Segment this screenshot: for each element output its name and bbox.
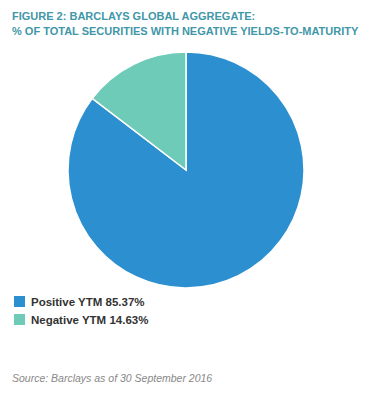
- subtitle: % OF TOTAL SECURITIES WITH NEGATIVE YIEL…: [12, 25, 359, 37]
- pie-slice: [92, 52, 186, 170]
- legend-label: Positive YTM 85.37%: [31, 296, 145, 308]
- source-note: Source: Barclays as of 30 September 2016: [12, 372, 212, 384]
- legend-label: Negative YTM 14.63%: [31, 314, 148, 326]
- legend-swatch: [14, 296, 25, 307]
- pie: [68, 52, 304, 288]
- legend-swatch: [14, 314, 25, 325]
- chart: FIGURE 2: BARCLAYS GLOBAL AGGREGATE: % OF…: [0, 0, 372, 397]
- legend: Positive YTM 85.37% Negative YTM 14.63%: [14, 296, 148, 326]
- title: FIGURE 2: BARCLAYS GLOBAL AGGREGATE:: [12, 10, 255, 22]
- pie-slice: [68, 52, 304, 288]
